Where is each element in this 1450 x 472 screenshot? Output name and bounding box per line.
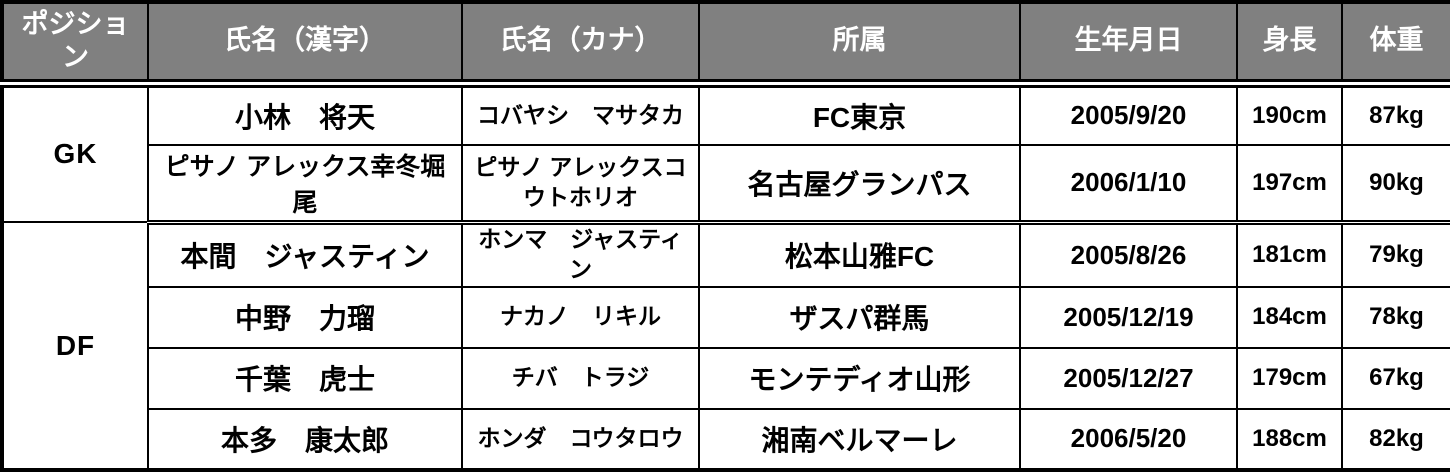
position-cell-gk: GK bbox=[1, 81, 149, 224]
cell-birthdate: 2005/12/19 bbox=[1019, 285, 1238, 349]
cell-name-kanji: 本多 康太郎 bbox=[147, 407, 463, 472]
header-name-kanji: 氏名（漢字） bbox=[147, 1, 463, 88]
cell-name-kanji: 千葉 虎士 bbox=[147, 346, 463, 410]
cell-weight: 78kg bbox=[1341, 285, 1450, 349]
cell-height: 184cm bbox=[1236, 285, 1343, 349]
cell-club: モンテディオ山形 bbox=[698, 346, 1021, 410]
header-birthdate: 生年月日 bbox=[1019, 1, 1238, 88]
cell-name-kanji: 中野 力瑠 bbox=[147, 285, 463, 349]
table-row: 千葉 虎士 チバ トラジ モンテディオ山形 2005/12/27 179cm 6… bbox=[2, 346, 1450, 410]
header-height: 身長 bbox=[1236, 1, 1343, 88]
cell-birthdate: 2006/1/10 bbox=[1019, 144, 1238, 225]
cell-birthdate: 2005/8/26 bbox=[1019, 221, 1238, 288]
table-row: DF 本間 ジャスティン ホンマ ジャスティン 松本山雅FC 2005/8/26… bbox=[1, 221, 1450, 471]
cell-height: 179cm bbox=[1236, 346, 1343, 410]
table-row: 中野 力瑠 ナカノ リキル ザスパ群馬 2005/12/19 184cm 78k… bbox=[2, 285, 1450, 349]
cell-club: ザスパ群馬 bbox=[698, 285, 1021, 349]
header-name-kana: 氏名（カナ） bbox=[461, 1, 700, 88]
table-header-row: ポジション 氏名（漢字） 氏名（カナ） 所属 生年月日 身長 体重 bbox=[1, 1, 1450, 88]
header-position-label: ポジション bbox=[21, 8, 130, 73]
table-row: 本多 康太郎 ホンダ コウタロウ 湘南ベルマーレ 2006/5/20 188cm… bbox=[2, 407, 1450, 472]
cell-birthdate: 2005/9/20 bbox=[1019, 81, 1238, 147]
cell-birthdate: 2005/12/27 bbox=[1019, 346, 1238, 410]
cell-club: 名古屋グランパス bbox=[698, 144, 1021, 225]
cell-weight: 67kg bbox=[1341, 346, 1450, 410]
cell-weight: 79kg bbox=[1341, 221, 1450, 288]
cell-height: 190cm bbox=[1236, 81, 1343, 147]
header-weight: 体重 bbox=[1341, 1, 1450, 88]
cell-name-kanji: 本間 ジャスティン bbox=[147, 221, 463, 288]
cell-height: 197cm bbox=[1236, 144, 1343, 225]
position-cell-df: DF bbox=[1, 221, 149, 471]
cell-height: 188cm bbox=[1236, 407, 1343, 472]
cell-name-kanji: ピサノ アレックス幸冬堀尾 bbox=[147, 144, 463, 225]
cell-name-kana: チバ トラジ bbox=[461, 346, 700, 410]
cell-name-kana: ナカノ リキル bbox=[461, 285, 700, 349]
table-row: ピサノ アレックス幸冬堀尾 ピサノ アレックスコウトホリオ 名古屋グランパス 2… bbox=[2, 144, 1450, 225]
cell-weight: 87kg bbox=[1341, 81, 1450, 147]
cell-height: 181cm bbox=[1236, 221, 1343, 288]
cell-club: FC東京 bbox=[698, 81, 1021, 147]
cell-name-kana: ピサノ アレックスコウトホリオ bbox=[461, 144, 700, 225]
cell-weight: 90kg bbox=[1341, 144, 1450, 225]
cell-weight: 82kg bbox=[1341, 407, 1450, 472]
header-club: 所属 bbox=[698, 1, 1021, 88]
cell-name-kana: ホンダ コウタロウ bbox=[461, 407, 700, 472]
cell-club: 松本山雅FC bbox=[698, 221, 1021, 288]
header-position: ポジション bbox=[1, 1, 149, 88]
cell-name-kana: ホンマ ジャスティン bbox=[461, 221, 700, 288]
table-row: GK 小林 将天 コバヤシ マサタカ FC東京 2005/9/20 190cm … bbox=[1, 81, 1450, 224]
cell-name-kanji: 小林 将天 bbox=[147, 81, 463, 147]
cell-birthdate: 2006/5/20 bbox=[1019, 407, 1238, 472]
cell-club: 湘南ベルマーレ bbox=[698, 407, 1021, 472]
cell-name-kana: コバヤシ マサタカ bbox=[461, 81, 700, 147]
